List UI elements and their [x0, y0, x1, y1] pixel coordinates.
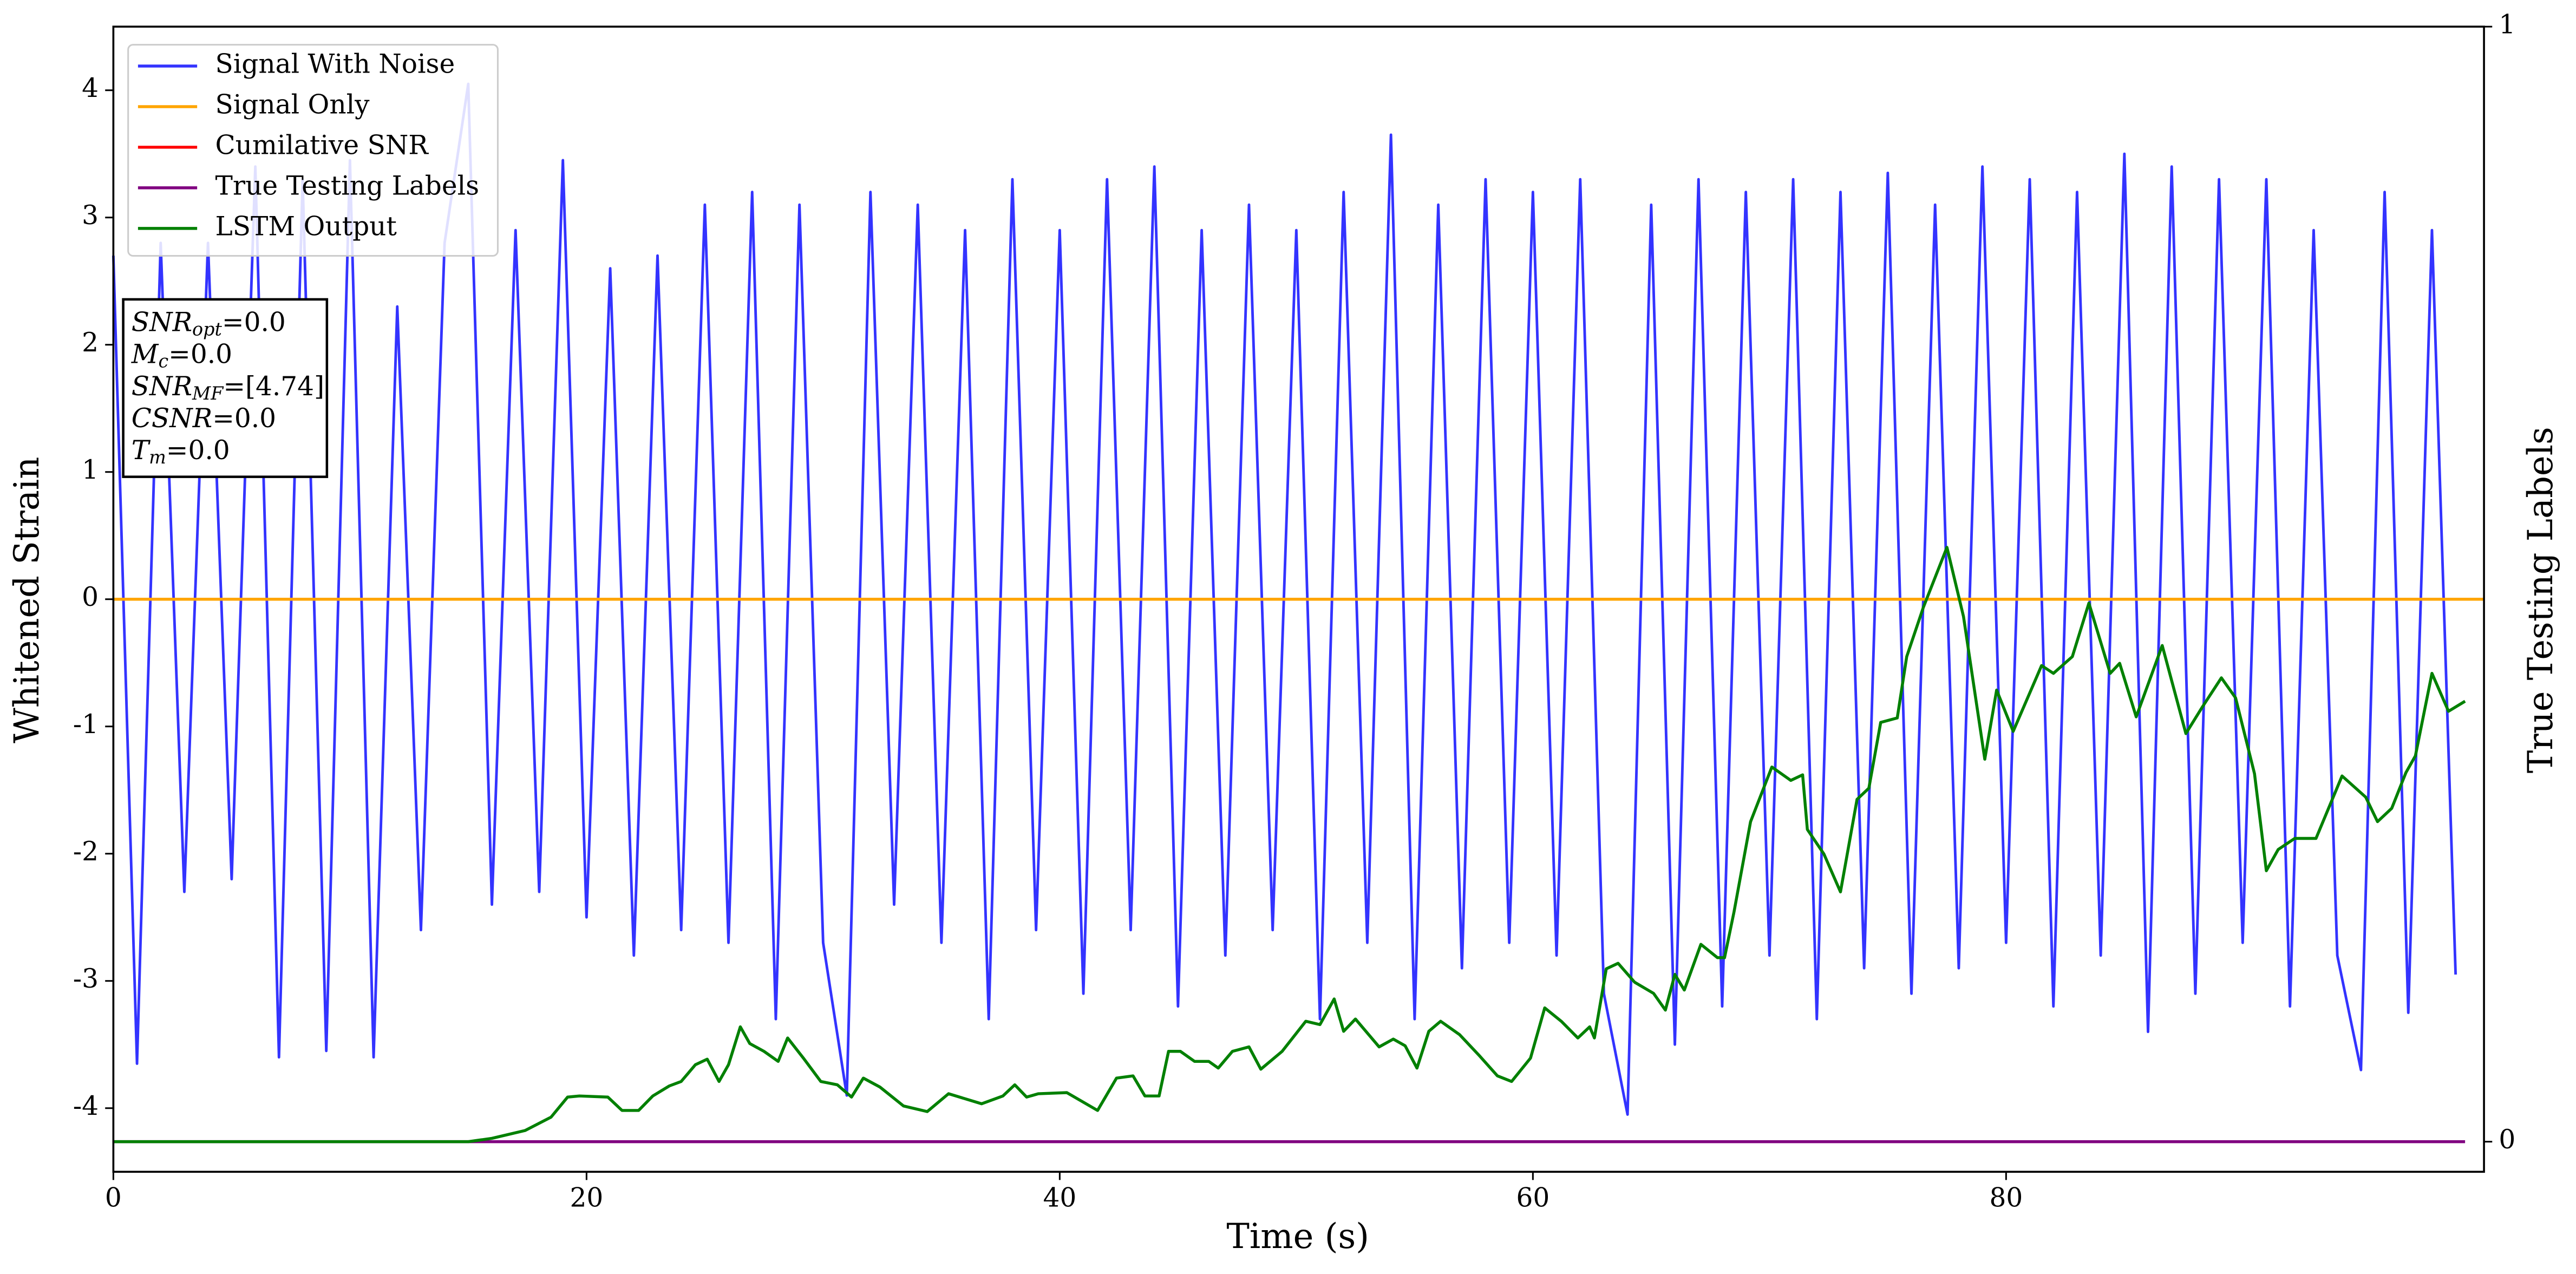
annotation-rest: =0.0: [166, 435, 230, 466]
y-axis-label: Whitened Strain: [7, 457, 47, 743]
x-tick-label: 80: [1989, 1182, 2023, 1213]
annotation-main: T: [132, 435, 151, 466]
series-line: [113, 546, 2466, 1144]
x-axis-label: Time (s): [1226, 1217, 1369, 1257]
annotation-rest: =[4.74]: [223, 371, 324, 401]
annotation-sub: MF: [192, 383, 224, 404]
x-tick-label: 0: [105, 1182, 122, 1213]
annotation-text: CSNR=0.0: [132, 403, 276, 433]
annotation-text: Tm=0.0: [132, 435, 230, 468]
x-tick-label: 40: [1043, 1182, 1076, 1213]
y-tick-label: 3: [82, 200, 99, 231]
plot-area: [112, 82, 2485, 1144]
annotation-main: M: [131, 339, 159, 369]
annotation-text: SNRopt=0.0: [132, 307, 286, 340]
y2-tick-label: 0: [2499, 1125, 2515, 1155]
legend-label: Signal With Noise: [215, 49, 455, 80]
y-tick-label: -4: [73, 1091, 99, 1121]
annotation-main: SNR: [132, 307, 192, 337]
annotation-text: Mc=0.0: [131, 339, 232, 372]
legend-label: LSTM Output: [215, 211, 397, 241]
annotation-text: SNRMF=[4.74]: [132, 371, 324, 404]
y2-tick-label: 1: [2499, 10, 2515, 40]
annotation: SNRopt=0.0Mc=0.0SNRMF=[4.74]CSNR=0.0Tm=0…: [122, 298, 329, 478]
annotation-main: SNR: [132, 371, 192, 401]
annotation-main: CSNR: [132, 403, 212, 433]
y-tick-label: -1: [73, 709, 99, 740]
annotation-box: [122, 298, 329, 478]
y-tick-label: 2: [82, 328, 99, 358]
legend-box: [127, 44, 499, 257]
y-tick-label: -2: [73, 837, 99, 867]
y-tick-label: 1: [82, 455, 99, 485]
annotation-rest: =0.0: [168, 339, 232, 369]
y-tick-label: -3: [73, 964, 99, 994]
y2-axis-label: True Testing Labels: [2521, 427, 2561, 773]
annotation-rest: =0.0: [212, 403, 276, 433]
annotation-sub: opt: [192, 319, 222, 340]
annotation-sub: m: [149, 447, 166, 468]
y-tick-label: 4: [82, 73, 99, 103]
annotation-sub: c: [158, 351, 168, 372]
x-tick-label: 60: [1516, 1182, 1549, 1213]
legend: Signal With Noise Signal Only Cumilative S…: [127, 44, 499, 257]
legend-label: True Testing Labels: [215, 171, 480, 201]
legend-label: Signal Only: [215, 89, 370, 120]
annotation-rest: =0.0: [222, 307, 286, 337]
legend-label: Cumilative SNR: [215, 130, 429, 160]
y-tick-label: 0: [82, 582, 99, 612]
x-tick-label: 20: [570, 1182, 603, 1213]
